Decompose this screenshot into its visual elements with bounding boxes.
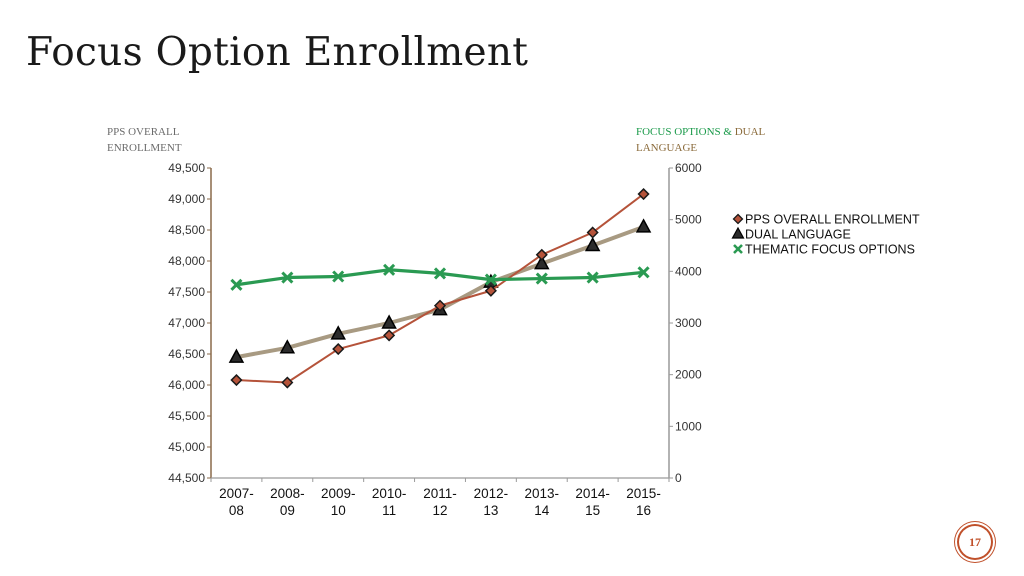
thematic-focus-options-point: [637, 266, 650, 279]
pps-overall-enrollment-series: [230, 187, 650, 389]
thematic-focus-options-series: [230, 263, 650, 291]
left-tick-label: 47,000: [168, 316, 205, 330]
pps-overall-enrollment-point: [433, 299, 447, 312]
dual-language-series: [228, 218, 652, 363]
left-tick-label: 48,500: [168, 223, 205, 237]
x-marker-stroke: [535, 272, 548, 285]
dual-language-point: [279, 339, 296, 354]
x-marker-stroke: [230, 278, 243, 291]
right-tick-label: 3000: [675, 316, 702, 330]
left-axis-caption-line2: ENROLLMENT: [107, 142, 182, 154]
thematic-focus-options-point: [281, 271, 294, 284]
left-tick-label: 49,500: [168, 161, 205, 175]
x-marker-stroke: [637, 266, 650, 279]
dual-language-point: [635, 218, 652, 233]
x-tick-label: 2011-12: [423, 486, 457, 518]
dual-language-point: [228, 348, 245, 363]
left-tick-label: 46,500: [168, 347, 205, 361]
left-axis: 44,500 45,000 45,500 46,000 46,500 47,000 47,5…: [168, 161, 212, 485]
x-tick-label: 2015-16: [626, 486, 661, 518]
x-marker-stroke: [484, 273, 497, 286]
right-tick-label: 6000: [675, 161, 702, 175]
legend-item: THEMATIC FOCUS OPTIONS: [733, 243, 915, 257]
page-number: 17: [969, 534, 981, 549]
dual-language-line: [236, 225, 645, 360]
right-axis-caption-part2: DUAL: [731, 126, 766, 138]
pps-overall-enrollment-point: [637, 187, 650, 201]
right-axis-caption-part1: FOCUS OPTIONS &: [636, 126, 732, 138]
thematic-focus-options-point: [230, 278, 243, 291]
thematic-focus-options-point: [332, 270, 345, 283]
right-axis-caption: FOCUS OPTIONS & DUAL LANGUAGE: [636, 124, 806, 156]
x-tick-label: 2013-14: [525, 486, 560, 518]
dual-language-point: [534, 255, 550, 270]
thematic-focus-options-point: [383, 263, 396, 276]
legend-label: THEMATIC FOCUS OPTIONS: [745, 243, 915, 257]
x-tick-label: 2012-13: [474, 486, 509, 518]
x-axis: 2007-08 2008-09 2009-10 2010-11 2011-12 2012-…: [210, 477, 670, 518]
right-tick-label: 1000: [675, 419, 702, 433]
pps-overall-enrollment-point: [484, 284, 497, 297]
pps-overall-enrollment-point: [383, 329, 396, 342]
pps-overall-enrollment-point: [281, 376, 294, 389]
left-tick-label: 45,000: [168, 440, 205, 454]
x-marker-stroke: [733, 244, 743, 254]
x-tick-label: 2009-10: [321, 486, 356, 518]
right-axis-caption-line1: FOCUS OPTIONS & DUAL: [636, 124, 806, 140]
x-marker-stroke: [332, 270, 345, 283]
x-tick-label: 2014-15: [575, 486, 610, 518]
x-marker-stroke: [586, 271, 599, 284]
dual-language-point: [330, 325, 346, 340]
thematic-focus-options-point: [535, 272, 548, 285]
pps-overall-enrollment-point: [230, 373, 243, 387]
legend-diamond-icon: [732, 213, 744, 225]
right-tick-label: 4000: [675, 264, 702, 278]
right-tick-label: 2000: [675, 368, 702, 382]
x-marker-stroke: [433, 267, 447, 280]
legend-triangle-icon: [731, 226, 745, 239]
x-marker-stroke: [281, 271, 294, 284]
dual-language-point: [381, 314, 397, 329]
series-layer: [228, 187, 652, 389]
left-tick-label: 47,500: [168, 285, 205, 299]
x-tick-label: 2008-09: [270, 486, 305, 518]
left-axis-caption: PPS OVERALL ENROLLMENT: [107, 124, 227, 156]
right-tick-label: 5000: [675, 213, 702, 227]
x-tick-label: 2010-11: [372, 486, 407, 518]
dual-language-point: [584, 236, 601, 252]
right-axis-caption-line2: LANGUAGE: [636, 142, 698, 154]
left-tick-label: 46,000: [168, 378, 205, 392]
right-axis: 0 1000 2000 3000 4000 5000 6000: [668, 161, 702, 485]
page-number-badge: 17: [959, 526, 991, 558]
left-axis-caption-line1: PPS OVERALL: [107, 126, 180, 138]
pps-overall-enrollment-point: [586, 226, 599, 239]
thematic-focus-options-point: [433, 267, 447, 280]
legend-x-icon: [733, 244, 743, 254]
pps-overall-enrollment-point: [535, 248, 548, 261]
legend-item: PPS OVERALL ENROLLMENT: [732, 213, 920, 227]
pps-overall-enrollment-point: [332, 342, 345, 356]
legend-label: DUAL LANGUAGE: [745, 228, 851, 242]
legend-label: PPS OVERALL ENROLLMENT: [745, 213, 920, 227]
left-tick-label: 48,000: [168, 254, 205, 268]
right-tick-label: 0: [675, 471, 682, 485]
x-tick-label: 2007-08: [219, 486, 254, 518]
legend-item: DUAL LANGUAGE: [731, 226, 851, 242]
pps-overall-enrollment-line: [236, 193, 645, 384]
thematic-focus-options-point: [484, 273, 497, 286]
thematic-focus-options-point: [586, 271, 599, 284]
slide-title: Focus Option Enrollment: [26, 30, 529, 75]
x-marker-stroke: [383, 263, 396, 276]
left-tick-label: 45,500: [168, 409, 205, 423]
left-tick-label: 44,500: [168, 471, 205, 485]
left-tick-label: 49,000: [168, 192, 205, 206]
